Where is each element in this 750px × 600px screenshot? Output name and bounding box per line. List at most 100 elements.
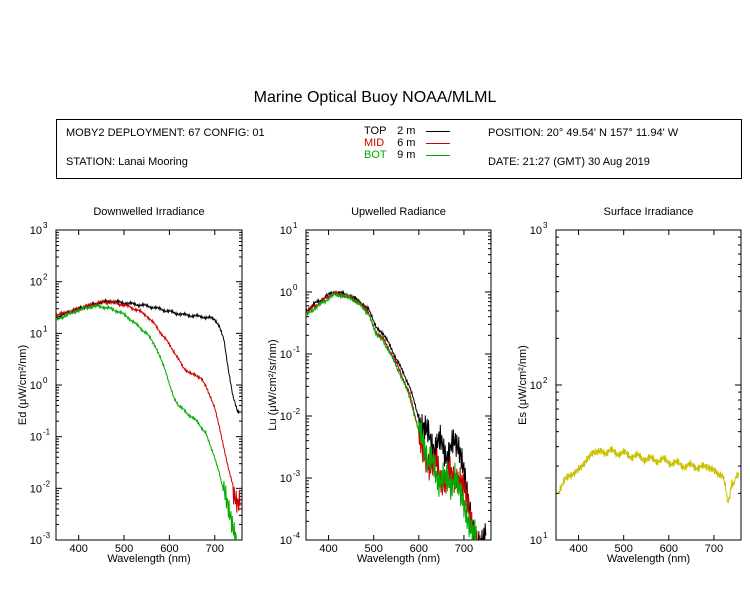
y-tick-exponent: -3 (293, 469, 301, 478)
panel-title: Upwelled Radiance (351, 206, 446, 218)
y-tick-label: 10 (30, 225, 42, 237)
y-tick-label: 10 (280, 349, 292, 361)
series-line-bot (306, 292, 477, 540)
y-tick-label: 10 (530, 380, 542, 392)
y-tick-base: 10 (280, 349, 292, 361)
y-tick-exponent: 2 (543, 376, 548, 385)
y-tick-exponent: 0 (293, 283, 298, 292)
y-tick-exponent: 1 (293, 221, 298, 230)
y-tick-exponent: -2 (293, 407, 301, 416)
y-tick-base: 10 (280, 411, 292, 423)
y-tick-exponent: 1 (43, 324, 48, 333)
depth-unit: m (406, 149, 416, 161)
x-tick-label: 600 (410, 543, 428, 555)
depth-name: MID (364, 137, 385, 149)
y-tick-label: 10 (30, 432, 42, 444)
deployment-label: MOBY2 DEPLOYMENT: 67 CONFIG: 01 (66, 127, 265, 139)
depth-swatch (426, 142, 451, 144)
depth-value: 9 (397, 149, 404, 161)
y-tick-exponent: 1 (543, 531, 548, 540)
x-tick-label: 400 (70, 543, 88, 555)
y-tick-base: 10 (30, 535, 42, 547)
y-tick-label: 10 (280, 473, 292, 485)
plot-frame (555, 229, 742, 541)
y-axis-label: Lu (μW/cm²/sr/nm) (267, 339, 279, 430)
x-tick-label: 400 (319, 543, 337, 555)
x-tick-label: 500 (115, 543, 133, 555)
y-tick-base: 10 (530, 535, 542, 547)
position-label: POSITION: 20° 49.54' N 157° 11.94' W (488, 127, 679, 139)
y-tick-exponent: 3 (43, 221, 48, 230)
x-tick-label: 500 (365, 543, 383, 555)
series-line-mid (56, 298, 241, 513)
y-tick-label: 10 (280, 411, 292, 423)
date-label: DATE: 21:27 (GMT) 30 Aug 2019 (488, 156, 650, 168)
depth-value: 2 (397, 125, 404, 137)
y-tick-base: 10 (280, 287, 292, 299)
y-tick-exponent: -1 (43, 428, 51, 437)
x-axis-label: Wavelength (nm) (107, 553, 190, 565)
y-tick-base: 10 (30, 328, 42, 340)
plot-frame (55, 229, 243, 541)
depth-name: BOT (364, 149, 387, 161)
y-tick-exponent: 0 (43, 376, 48, 385)
panel-title: Downwelled Irradiance (93, 206, 204, 218)
x-axis-label: Wavelength (nm) (607, 553, 690, 565)
y-tick-base: 10 (30, 380, 42, 392)
depth-value: 6 (397, 137, 404, 149)
x-tick-label: 500 (615, 543, 633, 555)
series-line-mid (306, 290, 481, 540)
depth-swatch (426, 130, 451, 132)
x-axis-label: Wavelength (nm) (357, 553, 440, 565)
metadata-box (56, 119, 742, 179)
y-tick-base: 10 (30, 483, 42, 495)
y-tick-exponent: -3 (43, 531, 51, 540)
y-axis-label: Es (μW/cm²/nm) (517, 345, 529, 425)
y-tick-base: 10 (30, 277, 42, 289)
y-tick-label: 10 (30, 380, 42, 392)
depth-row-top: TOP 2 m (364, 125, 451, 137)
y-tick-base: 10 (280, 473, 292, 485)
y-tick-label: 10 (530, 225, 542, 237)
depth-row-mid: MID 6 m (364, 137, 451, 149)
depth-row-bot: BOT 9 m (364, 149, 451, 161)
y-tick-exponent: -1 (293, 345, 301, 354)
y-tick-base: 10 (30, 432, 42, 444)
panel-title: Surface Irradiance (604, 206, 694, 218)
x-tick-label: 600 (660, 543, 678, 555)
chart-title: Marine Optical Buoy NOAA/MLML (253, 89, 497, 106)
y-tick-label: 10 (30, 483, 42, 495)
y-axis-label: Ed (μW/cm²/nm) (17, 345, 29, 425)
depth-name: TOP (364, 125, 387, 137)
station-label: STATION: Lanai Mooring (66, 156, 188, 168)
x-tick-label: 700 (705, 543, 723, 555)
y-tick-base: 10 (530, 225, 542, 237)
y-tick-exponent: -4 (293, 531, 301, 540)
y-tick-label: 10 (30, 328, 42, 340)
y-tick-label: 10 (30, 535, 42, 547)
series-line-top (56, 297, 241, 415)
depth-unit: m (406, 137, 416, 149)
y-tick-label: 10 (280, 535, 292, 547)
x-tick-label: 700 (455, 543, 473, 555)
y-tick-exponent: -2 (43, 479, 51, 488)
depth-swatch (426, 154, 451, 156)
y-tick-label: 10 (280, 225, 292, 237)
y-tick-label: 10 (530, 535, 542, 547)
plot-frame (305, 229, 492, 541)
x-tick-label: 600 (160, 543, 178, 555)
y-tick-label: 10 (280, 287, 292, 299)
y-tick-exponent: 3 (543, 221, 548, 230)
x-tick-label: 700 (206, 543, 224, 555)
y-tick-base: 10 (30, 225, 42, 237)
series-line-top (306, 289, 487, 540)
y-tick-exponent: 2 (43, 273, 48, 282)
series-line-bot (56, 303, 237, 540)
x-tick-label: 400 (569, 543, 587, 555)
y-tick-label: 10 (30, 277, 42, 289)
y-tick-base: 10 (530, 380, 542, 392)
